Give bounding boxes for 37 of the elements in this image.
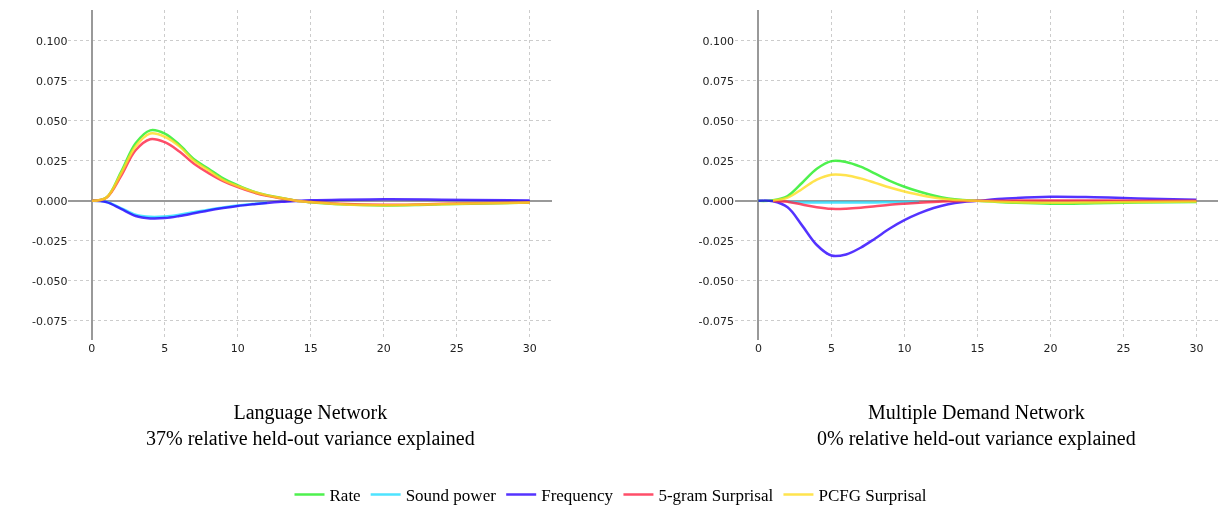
x-tick-label: 15 xyxy=(970,342,985,356)
y-tick-label: -0.050 xyxy=(698,274,735,288)
x-tick-label: 25 xyxy=(1116,342,1131,356)
x-tick-label: 30 xyxy=(1189,342,1204,356)
x-tick-label: 25 xyxy=(449,342,464,356)
y-tick-label: 0.025 xyxy=(35,154,68,168)
legend-label: 5-gram Surprisal xyxy=(658,486,774,506)
y-tick-label: 0.050 xyxy=(35,114,68,128)
y-tick-label: -0.075 xyxy=(698,314,735,328)
y-tick-label: -0.075 xyxy=(31,314,68,328)
y-tick-label: 0.075 xyxy=(702,74,735,88)
x-tick-label: 20 xyxy=(376,342,391,356)
y-tick-label: 0.075 xyxy=(35,74,68,88)
y-tick-label: 0.050 xyxy=(702,114,735,128)
x-tick-label: 0 xyxy=(88,342,96,356)
y-tick-label: 0.025 xyxy=(702,154,735,168)
x-tick-label: 20 xyxy=(1043,342,1058,356)
x-tick-label: 15 xyxy=(303,342,318,356)
x-tick-label: 5 xyxy=(161,342,169,356)
y-tick-label: 0.100 xyxy=(702,34,735,48)
legend-label: PCFG Surprisal xyxy=(818,486,927,506)
x-tick-label: 5 xyxy=(827,342,835,356)
legend-label: Rate xyxy=(329,486,361,506)
legend-label: Frequency xyxy=(541,486,614,506)
x-tick-label: 30 xyxy=(522,342,537,356)
y-tick-label: -0.050 xyxy=(31,274,68,288)
text: Language Network 37% relative held-out variance explained xyxy=(146,401,475,450)
x-tick-label: 10 xyxy=(230,342,245,356)
y-tick-label: 0.000 xyxy=(35,194,68,208)
y-tick-label: 0.100 xyxy=(35,34,68,48)
x-tick-label: 0 xyxy=(754,342,762,356)
text: Multiple Demand Network 0% relative held-out variance explained xyxy=(817,401,1136,450)
y-tick-label: -0.025 xyxy=(31,234,68,248)
legend-label: Sound power xyxy=(405,486,497,506)
y-tick-label: -0.025 xyxy=(698,234,735,248)
y-tick-label: 0.000 xyxy=(702,194,735,208)
x-tick-label: 10 xyxy=(897,342,912,356)
